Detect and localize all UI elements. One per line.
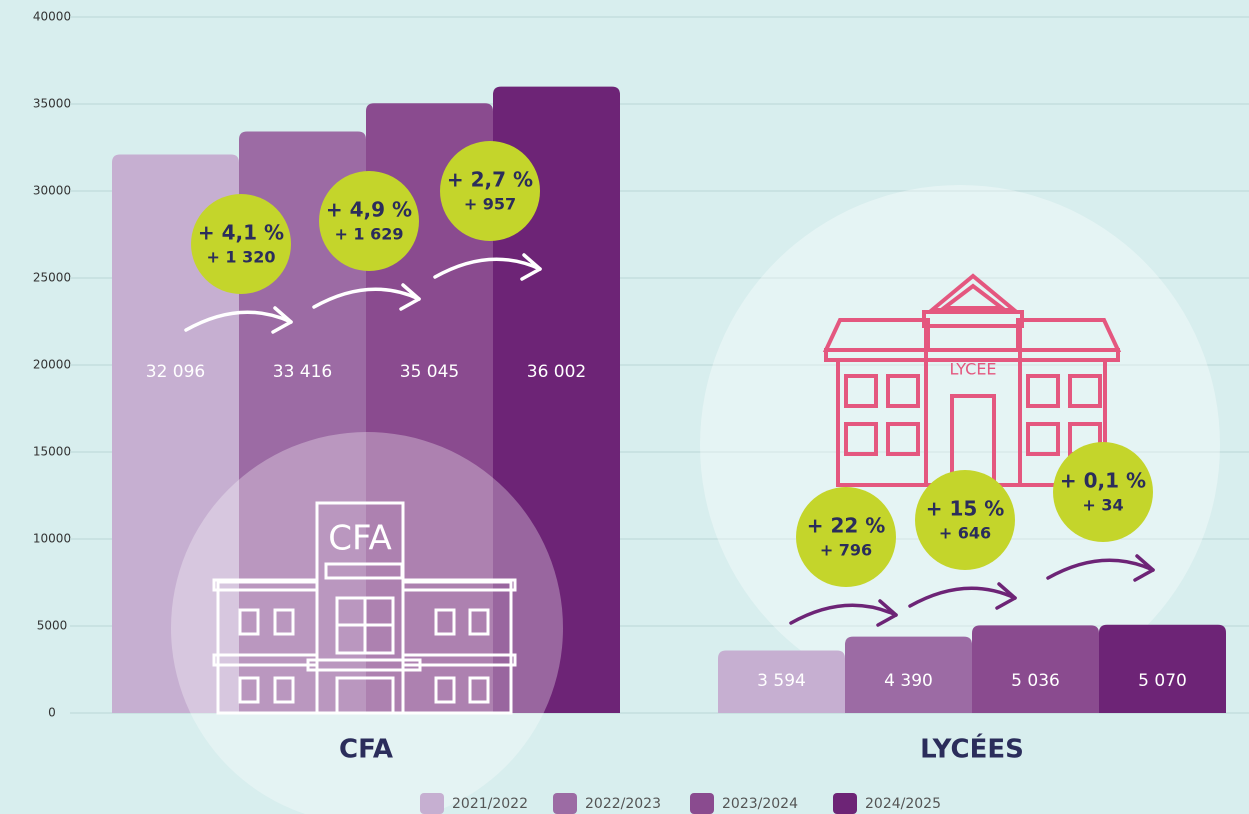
y-tick-label: 20000: [33, 358, 71, 372]
annotation-percent: + 4,9 %: [326, 198, 412, 222]
value-label: 4 390: [884, 671, 933, 691]
annotation-delta: + 34: [1082, 496, 1123, 515]
legend-label: 2021/2022: [452, 796, 528, 812]
y-tick-label: 35000: [33, 97, 71, 111]
annotation-delta: + 796: [820, 541, 872, 560]
cfa-icon-label: CFA: [328, 519, 391, 559]
value-label: 3 594: [757, 671, 806, 691]
y-tick-label: 5000: [37, 619, 68, 633]
value-label: 33 416: [273, 362, 332, 382]
lycee-icon-label: LYCÉE: [949, 360, 996, 379]
y-tick-label: 40000: [33, 10, 71, 24]
value-label: 32 096: [146, 362, 205, 382]
legend-swatch: [690, 793, 714, 814]
annotation-delta: + 957: [464, 195, 516, 214]
annotation-percent: + 22 %: [807, 514, 886, 538]
y-tick-label: 15000: [33, 445, 71, 459]
annotation-delta: + 1 320: [206, 248, 275, 267]
category-label: CFA: [339, 735, 393, 765]
chart: 0 5000 10000 15000 20000 25000 30000 35000 40000…: [0, 0, 1249, 814]
value-label: 5 070: [1138, 671, 1187, 691]
annotation-percent: + 0,1 %: [1060, 469, 1146, 493]
value-label: 36 002: [527, 362, 586, 382]
y-tick-label: 10000: [33, 532, 71, 546]
y-tick-label: 25000: [33, 271, 71, 285]
category-label: LYCÉES: [920, 733, 1024, 765]
value-label: 35 045: [400, 362, 459, 382]
annotation-percent: + 2,7 %: [447, 168, 533, 192]
legend-label: 2023/2024: [722, 796, 798, 812]
y-tick-label: 30000: [33, 184, 71, 198]
legend-swatch: [833, 793, 857, 814]
value-label: 5 036: [1011, 671, 1060, 691]
legend-swatch: [420, 793, 444, 814]
annotation-delta: + 1 629: [334, 225, 403, 244]
legend-label: 2022/2023: [585, 796, 661, 812]
y-tick-label: 0: [48, 706, 56, 720]
legend-label: 2024/2025: [865, 796, 941, 812]
annotation-percent: + 4,1 %: [198, 221, 284, 245]
bar: [1099, 625, 1226, 713]
annotation-delta: + 646: [939, 524, 991, 543]
annotation-percent: + 15 %: [926, 497, 1005, 521]
legend-swatch: [553, 793, 577, 814]
bar: [972, 625, 1099, 713]
